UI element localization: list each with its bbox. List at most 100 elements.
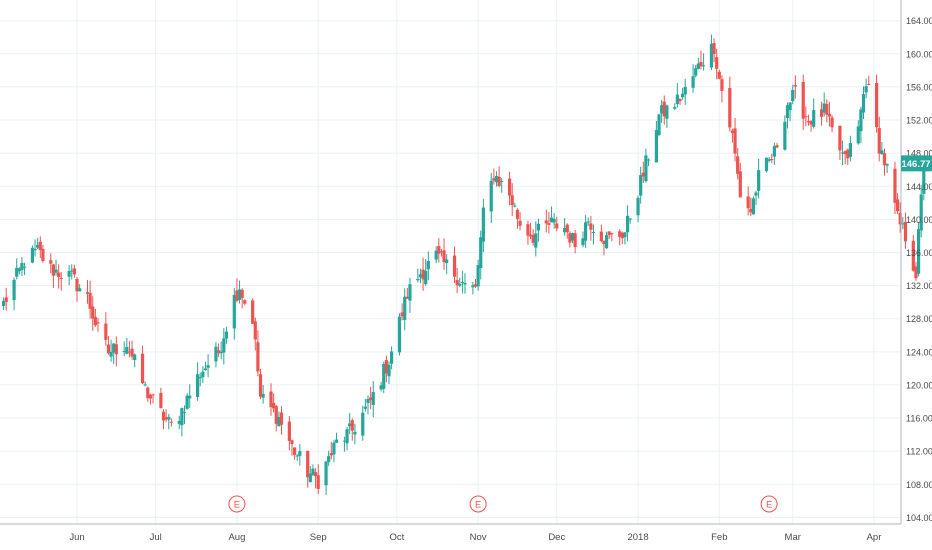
time-tick-label: Aug — [228, 532, 245, 543]
candle — [471, 281, 475, 295]
candle — [418, 268, 423, 284]
candles — [1, 34, 926, 495]
candle — [369, 386, 373, 410]
candle-body — [701, 65, 706, 67]
candle-body — [788, 102, 792, 111]
candle — [570, 232, 575, 244]
earnings-marker[interactable]: E — [760, 495, 778, 513]
candle-body — [148, 394, 153, 399]
candle — [586, 217, 590, 226]
candle-body — [885, 163, 889, 166]
candle-body — [41, 248, 45, 262]
candle-body — [366, 399, 370, 404]
candle — [819, 101, 824, 126]
candle — [122, 341, 126, 357]
candle — [775, 142, 779, 149]
candle-body — [531, 235, 535, 243]
candle — [182, 405, 187, 424]
candle — [602, 240, 606, 256]
candle — [757, 158, 761, 199]
candle — [636, 195, 640, 223]
candle-body — [70, 270, 74, 272]
candle — [235, 278, 239, 303]
candle-body — [581, 238, 585, 246]
price-axis[interactable]: 104.00 108.00 112.00 116.00 120.00 124.00 128.… — [906, 16, 932, 523]
candle — [180, 407, 184, 437]
candle-body — [573, 233, 577, 248]
candle-body — [93, 317, 97, 326]
candle — [911, 235, 915, 272]
candle-body — [563, 228, 567, 233]
candle-body — [106, 344, 111, 354]
candle — [36, 237, 40, 250]
time-tick-label: Feb — [711, 532, 727, 543]
candle — [85, 279, 90, 304]
candle — [206, 354, 210, 378]
candle-body — [856, 126, 860, 144]
candle — [801, 74, 805, 130]
candle-body — [880, 150, 884, 155]
candle-body — [602, 240, 606, 244]
candle-body — [159, 392, 163, 409]
candle-body — [665, 105, 669, 119]
candle — [348, 413, 352, 435]
price-tick-label: 136.00 — [906, 248, 932, 258]
candle-body — [311, 468, 315, 475]
candle — [804, 106, 808, 127]
last-price-label: 146.77 — [901, 159, 930, 170]
time-axis[interactable]: Jun Jul Aug Sep Oct Nov Dec 2018 Feb Mar Apr — [69, 532, 881, 543]
candle-body — [421, 269, 425, 280]
candle — [426, 251, 430, 281]
candle — [510, 183, 514, 217]
candle-body — [177, 420, 181, 424]
candle-body — [33, 249, 37, 251]
candle — [694, 64, 698, 78]
candle-body — [877, 128, 881, 154]
candle-body — [922, 163, 926, 194]
candle — [783, 115, 787, 151]
candle-body — [683, 86, 687, 95]
candle — [256, 330, 260, 377]
candle — [809, 120, 813, 132]
candle-body — [678, 98, 682, 102]
candle-body — [251, 300, 255, 324]
time-tick-label: 2018 — [627, 532, 648, 543]
candle-body — [54, 269, 58, 273]
candle-body — [738, 171, 742, 198]
candle — [272, 393, 276, 413]
candle-body — [775, 145, 779, 148]
earnings-marker[interactable]: E — [228, 495, 246, 513]
candle-body — [604, 235, 609, 249]
candle-body — [623, 232, 627, 238]
candle-body — [809, 121, 813, 125]
candle-body — [75, 278, 79, 292]
candle-body — [691, 76, 695, 88]
candle-body — [549, 217, 554, 223]
candle — [500, 178, 504, 193]
candle-body — [518, 220, 522, 226]
candle-body — [17, 268, 21, 272]
candle — [41, 244, 45, 263]
price-tick-label: 116.00 — [906, 414, 932, 424]
candle-body — [497, 176, 501, 186]
candle — [473, 279, 478, 288]
candle — [109, 339, 113, 362]
time-tick-label: Dec — [548, 532, 565, 543]
candle — [848, 135, 853, 162]
candle — [421, 257, 425, 291]
candle-body — [489, 180, 493, 212]
candle — [895, 193, 900, 215]
candle — [361, 405, 365, 441]
earnings-marker-label: E — [475, 500, 481, 511]
candle — [195, 362, 200, 401]
candle — [657, 113, 661, 137]
candle — [531, 229, 535, 246]
earnings-marker-circle — [228, 495, 246, 513]
earnings-marker[interactable]: E — [469, 495, 487, 513]
candle — [880, 142, 884, 155]
candle — [177, 415, 181, 430]
candle-body — [198, 376, 202, 379]
candle — [885, 163, 889, 174]
